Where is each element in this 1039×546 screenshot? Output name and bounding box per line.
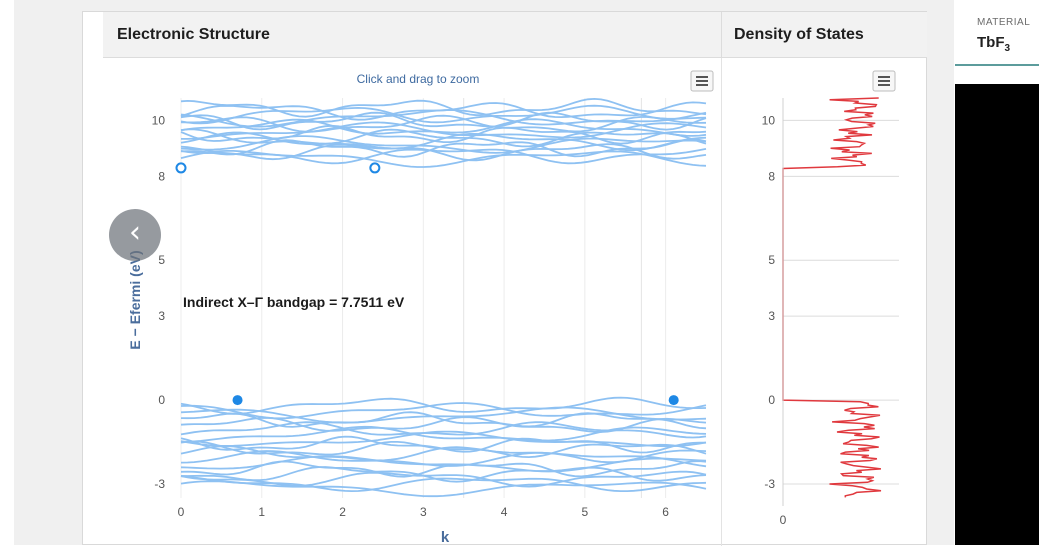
- conduction-band-line: [180, 104, 707, 125]
- dos-curve: [782, 97, 882, 498]
- valence-band-line: [180, 402, 707, 420]
- material-side-panel: MATERIAL TbF3: [955, 0, 1039, 545]
- band-structure-header: Electronic Structure: [103, 12, 721, 58]
- band-y-tick-label: 3: [158, 309, 165, 323]
- dos-x-tick-label: 0: [780, 513, 787, 527]
- hamburger-menu-icon: [696, 76, 708, 86]
- panel-divider: [721, 58, 722, 546]
- structure-viewer[interactable]: [955, 84, 1039, 545]
- band-y-tick-label: 5: [158, 253, 165, 267]
- dos-y-tick-label: 3: [768, 309, 775, 323]
- vbm-marker[interactable]: [668, 395, 679, 406]
- dos-menu-button[interactable]: [872, 70, 896, 92]
- dos-y-tick-label: 10: [762, 113, 776, 127]
- material-formula[interactable]: TbF3: [977, 34, 1010, 54]
- band-structure-title: Electronic Structure: [117, 26, 270, 43]
- band-x-tick-label: 2: [339, 505, 346, 519]
- band-menu-button[interactable]: [690, 70, 714, 92]
- hamburger-menu-icon: [878, 76, 890, 86]
- dos-header: Density of States: [721, 12, 927, 58]
- active-tab-underline: [955, 64, 1039, 66]
- band-y-axis-label: E − Efermi (eV): [127, 250, 143, 349]
- chevron-left-icon: ‹: [129, 215, 141, 250]
- left-gutter: [0, 0, 14, 545]
- cbm-marker[interactable]: [369, 162, 381, 174]
- valence-band-line: [180, 480, 707, 498]
- band-y-tick-label: 0: [158, 393, 165, 407]
- dos-y-tick-label: -3: [764, 477, 775, 491]
- vbm-marker[interactable]: [232, 395, 243, 406]
- band-x-tick-label: 3: [420, 505, 427, 519]
- back-chevron-button[interactable]: ‹: [109, 209, 161, 261]
- dos-chart[interactable]: 10 8 5 3 0 -3 0: [721, 58, 926, 545]
- band-y-tick-label: -3: [154, 477, 165, 491]
- valence-band-line: [180, 411, 707, 430]
- conduction-band-line: [180, 135, 707, 154]
- band-y-tick-label: 10: [152, 113, 166, 127]
- band-y-tick-label: 8: [158, 169, 165, 183]
- material-label: MATERIAL: [977, 17, 1031, 28]
- conduction-band-line: [180, 128, 707, 148]
- conduction-band-line: [180, 97, 707, 118]
- dos-title: Density of States: [734, 26, 864, 43]
- dos-y-tick-label: 8: [768, 169, 775, 183]
- band-x-tick-label: 5: [582, 505, 589, 519]
- formula-subscript: 3: [1004, 43, 1011, 54]
- conduction-band-line: [180, 145, 707, 165]
- valence-band-line: [180, 466, 707, 483]
- dos-y-tick-label: 5: [768, 253, 775, 267]
- valence-band-line: [180, 435, 706, 454]
- valence-band-line: [180, 450, 707, 468]
- cbm-marker[interactable]: [175, 162, 187, 174]
- conduction-band-line: [181, 121, 707, 140]
- band-x-axis-label: k: [441, 529, 450, 545]
- band-x-tick-label: 6: [662, 505, 669, 519]
- formula-main: TbF: [977, 34, 1005, 51]
- zoom-hint: Click and drag to zoom: [357, 72, 480, 86]
- conduction-band-line: [180, 124, 707, 145]
- band-x-tick-label: 1: [258, 505, 265, 519]
- valence-band-line: [180, 470, 707, 488]
- conduction-band-line: [180, 143, 707, 162]
- valence-band-line: [180, 421, 707, 439]
- bandgap-annotation: Indirect X–Γ bandgap = 7.7511 eV: [183, 294, 405, 310]
- band-x-tick-label: 4: [501, 505, 508, 519]
- band-x-tick-label: 0: [178, 505, 185, 519]
- valence-band-line: [180, 430, 707, 448]
- dos-y-tick-label: 0: [768, 393, 775, 407]
- valence-band-line: [180, 396, 707, 415]
- conduction-band-line: [180, 118, 707, 137]
